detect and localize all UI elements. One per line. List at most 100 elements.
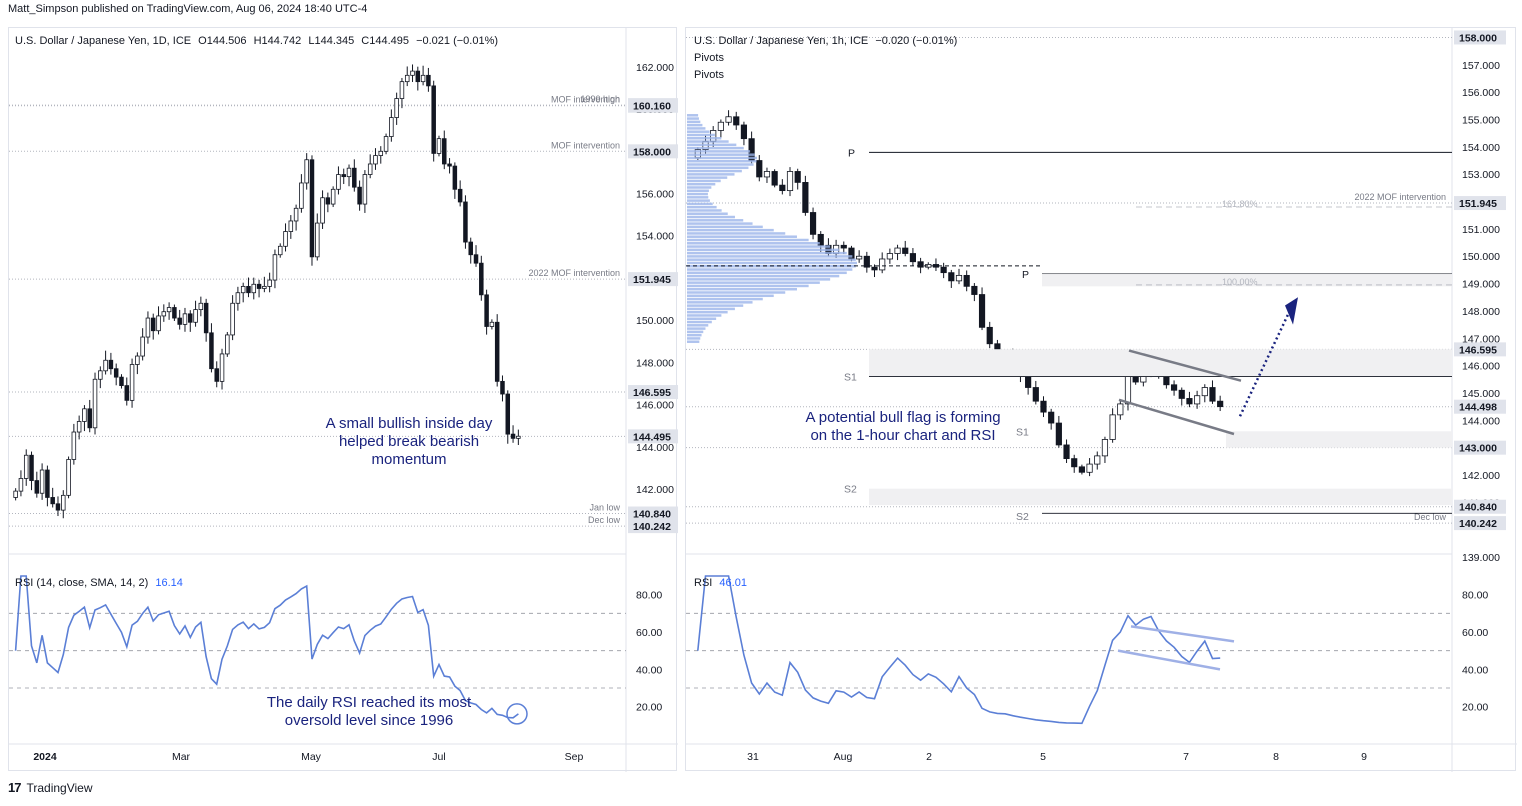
price-tick-label: 150.000 (636, 315, 674, 327)
price-tick-label: 153.000 (1462, 169, 1500, 181)
volume-profile-bar (687, 179, 721, 183)
hourly-price-annotation: A potential bull flag is forming on the … (805, 409, 1001, 444)
candle-body (219, 353, 225, 382)
candle-body (177, 317, 182, 325)
volume-profile-bar (687, 140, 729, 143)
fib-label: 100.00% (1222, 277, 1258, 287)
daily-rsi-annotation: The daily RSI reached its most oversold … (266, 694, 472, 729)
candle-body (172, 307, 177, 319)
price-badge-bg (628, 429, 678, 444)
candle-body (113, 368, 119, 378)
candle-body (13, 490, 18, 498)
candle-body (124, 385, 130, 401)
price-tick-label: 148.000 (636, 357, 674, 369)
candle-body (940, 266, 947, 274)
candle-body (389, 117, 394, 137)
hourly-chart-panel[interactable]: 157.000156.000155.000154.000153.000152.0… (685, 27, 1517, 772)
daily-chart-panel[interactable]: 162.000160.000158.000156.000154.000152.0… (8, 27, 678, 772)
volume-profile-bar (687, 238, 809, 242)
candle-body (18, 478, 24, 492)
candle-body (473, 254, 479, 264)
candle-body (856, 255, 863, 260)
candle-body (500, 380, 505, 395)
pivot-label: S1 (844, 372, 857, 384)
hourly-rsi-legend: RSI 46.01 (694, 577, 751, 589)
level-label: Dec low (1414, 512, 1447, 522)
tradingview-footer[interactable]: 17 TradingView (8, 780, 93, 795)
candle-body (426, 74, 431, 87)
candle-body (23, 454, 29, 479)
volume-profile-bar (687, 159, 757, 163)
candle-body (1048, 411, 1055, 424)
price-badge: 144.498 (1459, 402, 1497, 414)
candle-body (1071, 458, 1078, 468)
candle-body (320, 197, 325, 224)
candle-body (1186, 398, 1193, 405)
candle-body (963, 274, 970, 287)
pivots-legend-1: Pivots (694, 52, 724, 64)
candle-body (373, 155, 378, 165)
candle-body (420, 74, 426, 83)
candle-body (442, 138, 447, 165)
volume-profile-bar (687, 215, 735, 219)
rsi-flag-upper-line (1130, 625, 1235, 643)
candle-body (971, 285, 978, 295)
volume-profile-bar (687, 127, 706, 130)
candle-body (1025, 376, 1032, 388)
tradingview-logo-text: TradingView (26, 780, 93, 795)
candle-body (763, 171, 771, 178)
price-tick-label: 156.000 (636, 189, 674, 201)
volume-profile-bar (687, 150, 751, 153)
candle-body (740, 124, 748, 140)
volume-profile-bar (687, 182, 716, 186)
candle-body (214, 368, 219, 382)
rsi-tick-label: 80.00 (1462, 590, 1488, 602)
volume-profile-bar (687, 209, 722, 212)
candle-body (341, 174, 346, 178)
hourly-change: −0.020 (−0.01%) (875, 35, 958, 47)
volume-profile-bar (687, 242, 820, 245)
candle-body (415, 70, 421, 83)
candle-body (156, 315, 161, 332)
price-badge-bg (628, 519, 678, 534)
candle-body (986, 326, 993, 345)
candle-body (103, 359, 108, 372)
volume-profile-bar (687, 228, 774, 232)
price-badge-bg (1454, 196, 1506, 211)
candle-body (948, 272, 955, 282)
price-badge-bg (1454, 342, 1506, 357)
candle-body (383, 136, 389, 152)
volume-profile-bar (687, 248, 840, 252)
candle-body (277, 245, 283, 256)
candle-body (1055, 422, 1062, 446)
candle-body (182, 313, 188, 325)
level-label: 2022 MOF intervention (1354, 192, 1446, 202)
candle-body (1040, 400, 1047, 413)
volume-profile-bar (687, 307, 735, 311)
daily-symbol: U.S. Dollar / Japanese Yen, 1D, ICE (15, 35, 192, 47)
volume-profile-bar (687, 284, 809, 288)
volume-profile-bar (687, 258, 856, 261)
pivot-label: S2 (1016, 511, 1029, 523)
candle-body (894, 247, 901, 254)
candle-body (756, 160, 763, 178)
daily-price-annotation: A small bullish inside day helped break … (325, 415, 493, 468)
candle-body (1063, 444, 1070, 460)
time-axis-label: 7 (1183, 751, 1189, 763)
price-badge-bg (1454, 440, 1506, 455)
candle-body (1163, 376, 1170, 386)
volume-profile-bar (687, 291, 786, 294)
candle-body (717, 121, 724, 131)
hourly-chart-svg[interactable]: 157.000156.000155.000154.000153.000152.0… (686, 28, 1517, 772)
volume-profile-bar (687, 320, 712, 324)
candle-body (1094, 455, 1101, 465)
candle-body (235, 292, 241, 304)
candle-body (82, 408, 87, 422)
candle-body (1170, 384, 1178, 391)
pivot-zone-s1 (869, 349, 1452, 377)
level-label: MOF intervention (551, 95, 620, 105)
daily-chart-svg[interactable]: 162.000160.000158.000156.000154.000152.0… (9, 28, 678, 772)
volume-profile-bar (687, 255, 853, 258)
candle-body (251, 283, 257, 294)
candle-body (489, 321, 495, 327)
